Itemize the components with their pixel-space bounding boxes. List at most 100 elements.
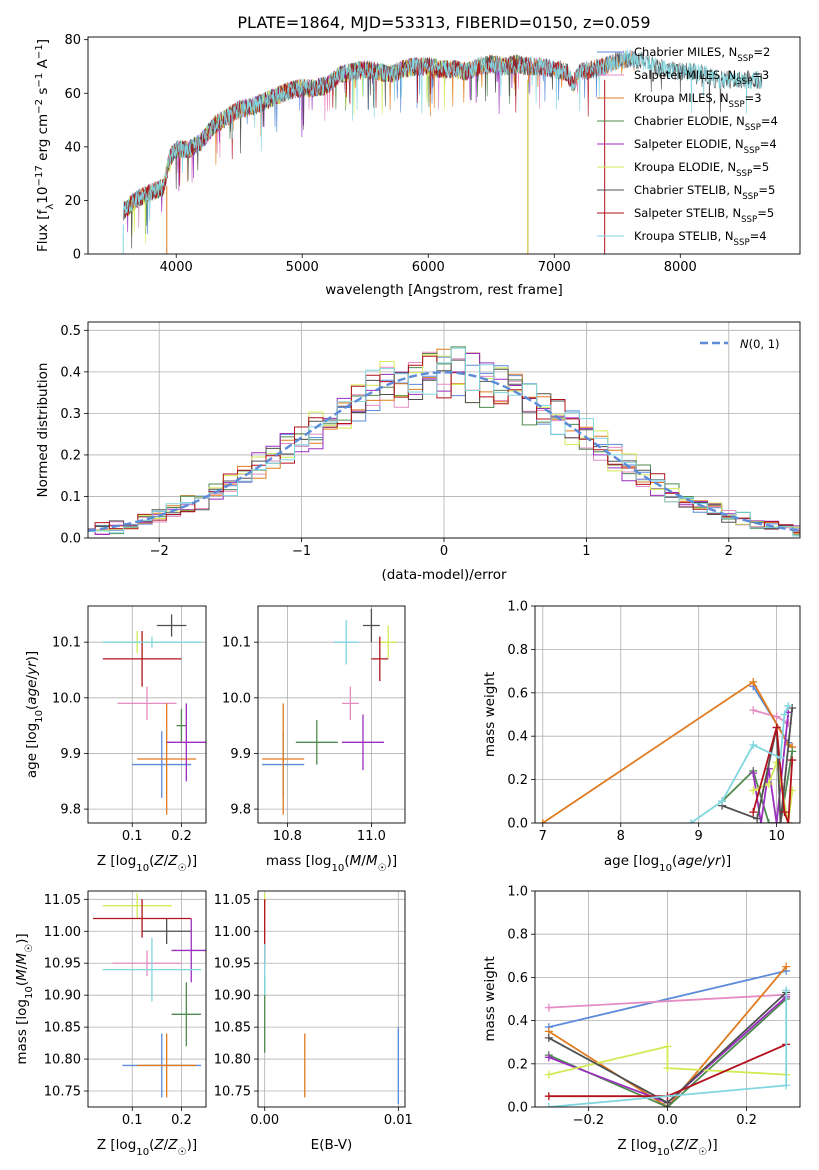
- point-marker: [663, 1042, 672, 1051]
- mass_vs_Z-frame: [87, 890, 207, 1108]
- residuals-axes: −2 −1 0 1 2 0.0 0.1 0.2 0.3 0.4 0.5: [60, 322, 800, 559]
- x-tick-label: 0.2: [171, 829, 192, 844]
- y-tick-label: 10.85: [44, 1021, 81, 1036]
- x-axis-label: wavelength [Angstrom, rest frame]: [325, 282, 563, 298]
- error-bar-point: [132, 731, 192, 798]
- error-bar-point: [262, 703, 305, 815]
- point-marker: [776, 753, 785, 762]
- y-tick-label: 10.1: [222, 636, 251, 651]
- point-marker: [686, 819, 695, 823]
- residuals-frame: [87, 321, 801, 539]
- y-tick-label: 0.5: [60, 324, 81, 339]
- error-bar-point: [142, 918, 192, 945]
- mass_vs_EBV-frame: [257, 890, 406, 1108]
- x-axis-label: E(B-V): [311, 1137, 353, 1153]
- error-bar-point: [137, 1033, 197, 1098]
- y-tick-label: 0.0: [507, 1101, 528, 1116]
- x-tick-label: 9: [695, 829, 703, 844]
- spectrum-frame: [87, 36, 801, 255]
- y-tick-label: 9.8: [60, 803, 81, 818]
- y-axis-label: Flux [fλ10−17 erg cm−2 s−1 A−1]: [34, 39, 56, 252]
- x-axis-label: (data-model)/error: [381, 567, 507, 583]
- y-tick-label: 10.85: [214, 1021, 251, 1036]
- y-tick-label: 20: [64, 194, 81, 209]
- error-bar-point: [333, 619, 359, 665]
- point-marker: [749, 769, 758, 778]
- age_vs_mass-points: [262, 608, 397, 815]
- x-tick-label: 0.1: [122, 1113, 143, 1128]
- x-axis-label: mass [log10(M/M☉)]: [266, 853, 397, 874]
- error-bar-point: [166, 703, 206, 782]
- point-marker: [718, 797, 727, 806]
- x-tick-label: −2: [150, 544, 169, 559]
- error-bar-point: [342, 714, 384, 771]
- error-bar-point: [137, 703, 197, 815]
- x-tick-label: 8000: [664, 260, 697, 275]
- y-tick-label: 11.00: [214, 925, 251, 940]
- x-tick-label: 2: [725, 544, 733, 559]
- legend: Chabrier MILES, NSSP=2 Salpeter MILES, NS…: [597, 45, 778, 248]
- y-tick-label: 0.4: [60, 365, 81, 380]
- x-tick-label: 0.01: [384, 1113, 413, 1128]
- age_vs_Z-frame: [87, 605, 207, 824]
- point-marker: [544, 1103, 553, 1107]
- point-marker: [764, 819, 773, 823]
- legend-label: Salpeter MILES, NSSP=3: [634, 68, 769, 87]
- x-tick-label: 0.2: [736, 1113, 757, 1128]
- y-tick-label: 0.6: [507, 971, 528, 986]
- y-tick-label: 0.3: [60, 407, 81, 422]
- x-tick-label: 0: [440, 544, 448, 559]
- chart-title: PLATE=1864, MJD=53313, FIBERID=0150, z=0…: [237, 13, 650, 32]
- legend-label: Salpeter ELODIE, NSSP=4: [634, 137, 777, 156]
- series-line: [542, 680, 793, 823]
- point-marker: [772, 819, 781, 823]
- point-marker: [749, 786, 758, 795]
- error-bar-point: [102, 892, 172, 919]
- legend-label: Kroupa MILES, NSSP=3: [634, 91, 762, 110]
- y-tick-label: 40: [64, 140, 81, 155]
- y-axis-label: mass [log10(M/M☉)]: [14, 933, 35, 1064]
- y-axis-label: mass weight: [482, 672, 498, 757]
- x-tick-label: −0.2: [573, 1113, 605, 1128]
- y-tick-label: 10.75: [44, 1085, 81, 1100]
- point-marker: [749, 706, 758, 715]
- error-bar-point: [371, 636, 389, 682]
- x-axis-label: Z [log10(Z/Z☉)]: [97, 853, 197, 874]
- y-tick-label: 9.8: [230, 803, 251, 818]
- point-marker: [776, 819, 785, 823]
- legend-label: Kroupa ELODIE, NSSP=5: [634, 160, 769, 179]
- point-marker: [757, 819, 766, 823]
- y-tick-label: 0: [73, 248, 81, 263]
- point-marker: [663, 1064, 672, 1073]
- point-marker: [782, 986, 791, 995]
- mass_vs_EBV-points: [264, 892, 399, 1104]
- weight_vs_age-axes: 7 8 9 10 0.0 0.2 0.4 0.6 0.8 1.0: [507, 600, 800, 844]
- spectrum-axes: 4000 5000 6000 7000 8000 0 20 40 60 80: [64, 33, 696, 275]
- x-tick-label: 10: [768, 829, 785, 844]
- histogram: [88, 359, 800, 532]
- y-tick-label: 60: [64, 87, 81, 102]
- y-tick-label: 9.9: [60, 747, 81, 762]
- y-tick-label: 10.80: [214, 1053, 251, 1068]
- weight_vs_Z-series: [544, 962, 791, 1107]
- y-tick-label: 0.8: [507, 928, 528, 943]
- y-tick-label: 0.4: [507, 1014, 528, 1029]
- x-tick-label: 11.0: [357, 829, 386, 844]
- series-line: [548, 970, 787, 1028]
- y-tick-label: 10.0: [52, 691, 81, 706]
- legend-label: Chabrier MILES, NSSP=2: [634, 45, 770, 64]
- y-tick-label: 1.0: [507, 600, 528, 615]
- error-bar-point: [102, 631, 182, 687]
- y-tick-label: 0.2: [507, 773, 528, 788]
- point-marker: [772, 723, 781, 732]
- y-tick-label: 11.05: [214, 893, 251, 908]
- x-tick-label: 7: [539, 829, 547, 844]
- y-tick-label: 0.6: [507, 686, 528, 701]
- error-bar-point: [102, 937, 202, 1002]
- y-tick-label: 10.75: [214, 1085, 251, 1100]
- legend-label: Kroupa STELIB, NSSP=4: [634, 229, 767, 248]
- spectrum-line: [123, 49, 763, 222]
- y-tick-label: 10.80: [44, 1053, 81, 1068]
- mass_vs_Z-points: [92, 892, 206, 1098]
